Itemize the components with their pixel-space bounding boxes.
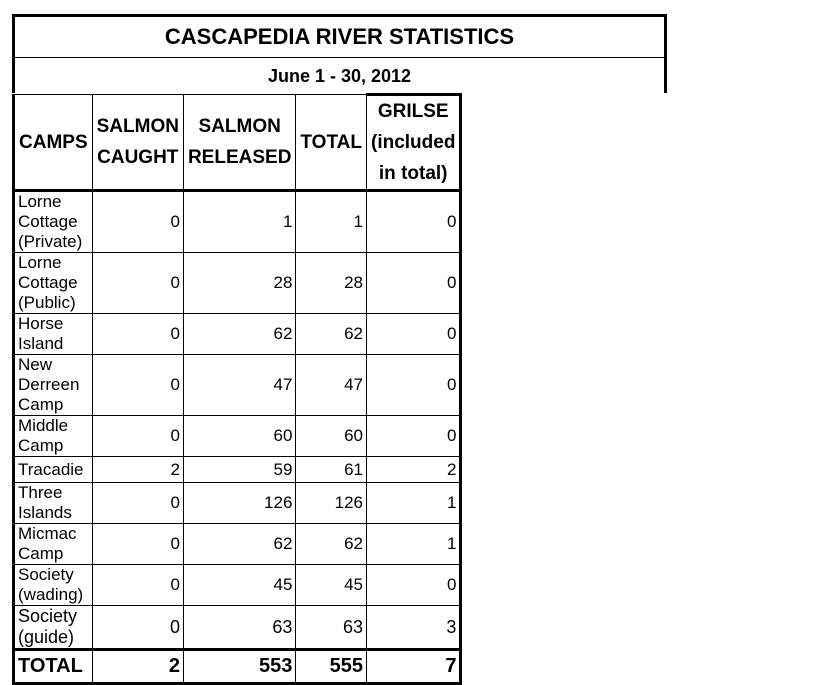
grilse-cell: 0 <box>365 415 463 457</box>
total-cell: 61 <box>295 456 367 483</box>
title-box: CASCAPEDIA RIVER STATISTICS June 1 - 30,… <box>12 14 667 93</box>
table-row: Lorne Cottage (Public) 0 28 28 0 <box>12 252 463 314</box>
total-cell: 28 <box>295 252 367 314</box>
grilse-cell: 2 <box>365 456 463 483</box>
header-total: TOTAL <box>295 94 367 192</box>
total-released: 553 <box>182 648 297 685</box>
total-grilse: 7 <box>365 648 463 685</box>
salmon-caught-cell: 0 <box>91 564 184 606</box>
sheet-title: CASCAPEDIA RIVER STATISTICS <box>15 17 664 58</box>
total-cell: 1 <box>295 190 367 253</box>
header-salmon-released: SALMON RELEASED <box>182 94 297 192</box>
salmon-caught-cell: 0 <box>91 523 184 565</box>
total-cell: 62 <box>295 523 367 565</box>
date-range: June 1 - 30, 2012 <box>267 66 412 86</box>
total-cell: 126 <box>295 482 367 524</box>
table-row: New Derreen Camp 0 47 47 0 <box>12 354 463 416</box>
header-camps: CAMPS <box>12 94 93 192</box>
totals-label: TOTAL <box>12 648 93 685</box>
salmon-caught-cell: 0 <box>91 482 184 524</box>
salmon-caught-cell: 0 <box>91 415 184 457</box>
total-cell: 63 <box>295 605 367 650</box>
camp-name: Society (wading) <box>12 564 93 606</box>
salmon-caught-cell: 0 <box>91 190 184 253</box>
grilse-cell: 3 <box>365 605 463 650</box>
grilse-cell: 0 <box>365 564 463 606</box>
camp-name: New Derreen Camp <box>12 354 93 416</box>
header-salmon-caught: SALMON CAUGHT <box>91 94 184 192</box>
camp-name: Middle Camp <box>12 415 93 457</box>
grilse-cell: 1 <box>365 482 463 524</box>
grilse-cell: 0 <box>365 313 463 355</box>
total-cell: 62 <box>295 313 367 355</box>
salmon-released-cell: 62 <box>182 313 297 355</box>
table-row: Lorne Cottage (Private) 0 1 1 0 <box>12 190 463 253</box>
salmon-released-cell: 1 <box>182 190 297 253</box>
salmon-caught-cell: 0 <box>91 252 184 314</box>
totals-row: TOTAL 2 553 555 7 <box>12 648 463 685</box>
table-row: Society (guide) 0 63 63 3 <box>12 605 463 650</box>
salmon-caught-cell: 0 <box>91 605 184 650</box>
salmon-released-cell: 45 <box>182 564 297 606</box>
statistics-table: CAMPS SALMON CAUGHT SALMON RELEASED TOTA… <box>12 93 463 685</box>
salmon-caught-cell: 2 <box>91 456 184 483</box>
salmon-released-cell: 28 <box>182 252 297 314</box>
grilse-cell: 0 <box>365 354 463 416</box>
salmon-released-cell: 63 <box>182 605 297 650</box>
table-row: Middle Camp 0 60 60 0 <box>12 415 463 457</box>
table-row: Society (wading) 0 45 45 0 <box>12 564 463 606</box>
table-row: Micmac Camp 0 62 62 1 <box>12 523 463 565</box>
table-row: Tracadie 2 59 61 2 <box>12 456 463 483</box>
grilse-cell: 0 <box>365 252 463 314</box>
salmon-released-cell: 47 <box>182 354 297 416</box>
camp-name: Lorne Cottage (Private) <box>12 190 93 253</box>
salmon-caught-cell: 0 <box>91 313 184 355</box>
camp-name: Lorne Cottage (Public) <box>12 252 93 314</box>
table-row: Three Islands 0 126 126 1 <box>12 482 463 524</box>
total-cell: 47 <box>295 354 367 416</box>
grand-total: 555 <box>295 648 367 685</box>
total-caught: 2 <box>91 648 184 685</box>
camp-name: Three Islands <box>12 482 93 524</box>
salmon-released-cell: 59 <box>182 456 297 483</box>
camp-name: Tracadie <box>12 456 93 483</box>
header-grilse: GRILSE (included in total) <box>365 93 463 192</box>
camp-name: Society (guide) <box>12 605 93 650</box>
salmon-released-cell: 60 <box>182 415 297 457</box>
salmon-released-cell: 62 <box>182 523 297 565</box>
grilse-cell: 1 <box>365 523 463 565</box>
grilse-cell: 0 <box>365 190 463 253</box>
header-row: CAMPS SALMON CAUGHT SALMON RELEASED TOTA… <box>12 93 463 192</box>
table-row: Horse Island 0 62 62 0 <box>12 313 463 355</box>
salmon-caught-cell: 0 <box>91 354 184 416</box>
total-cell: 45 <box>295 564 367 606</box>
salmon-released-cell: 126 <box>182 482 297 524</box>
total-cell: 60 <box>295 415 367 457</box>
camp-name: Micmac Camp <box>12 523 93 565</box>
camp-name: Horse Island <box>12 313 93 355</box>
